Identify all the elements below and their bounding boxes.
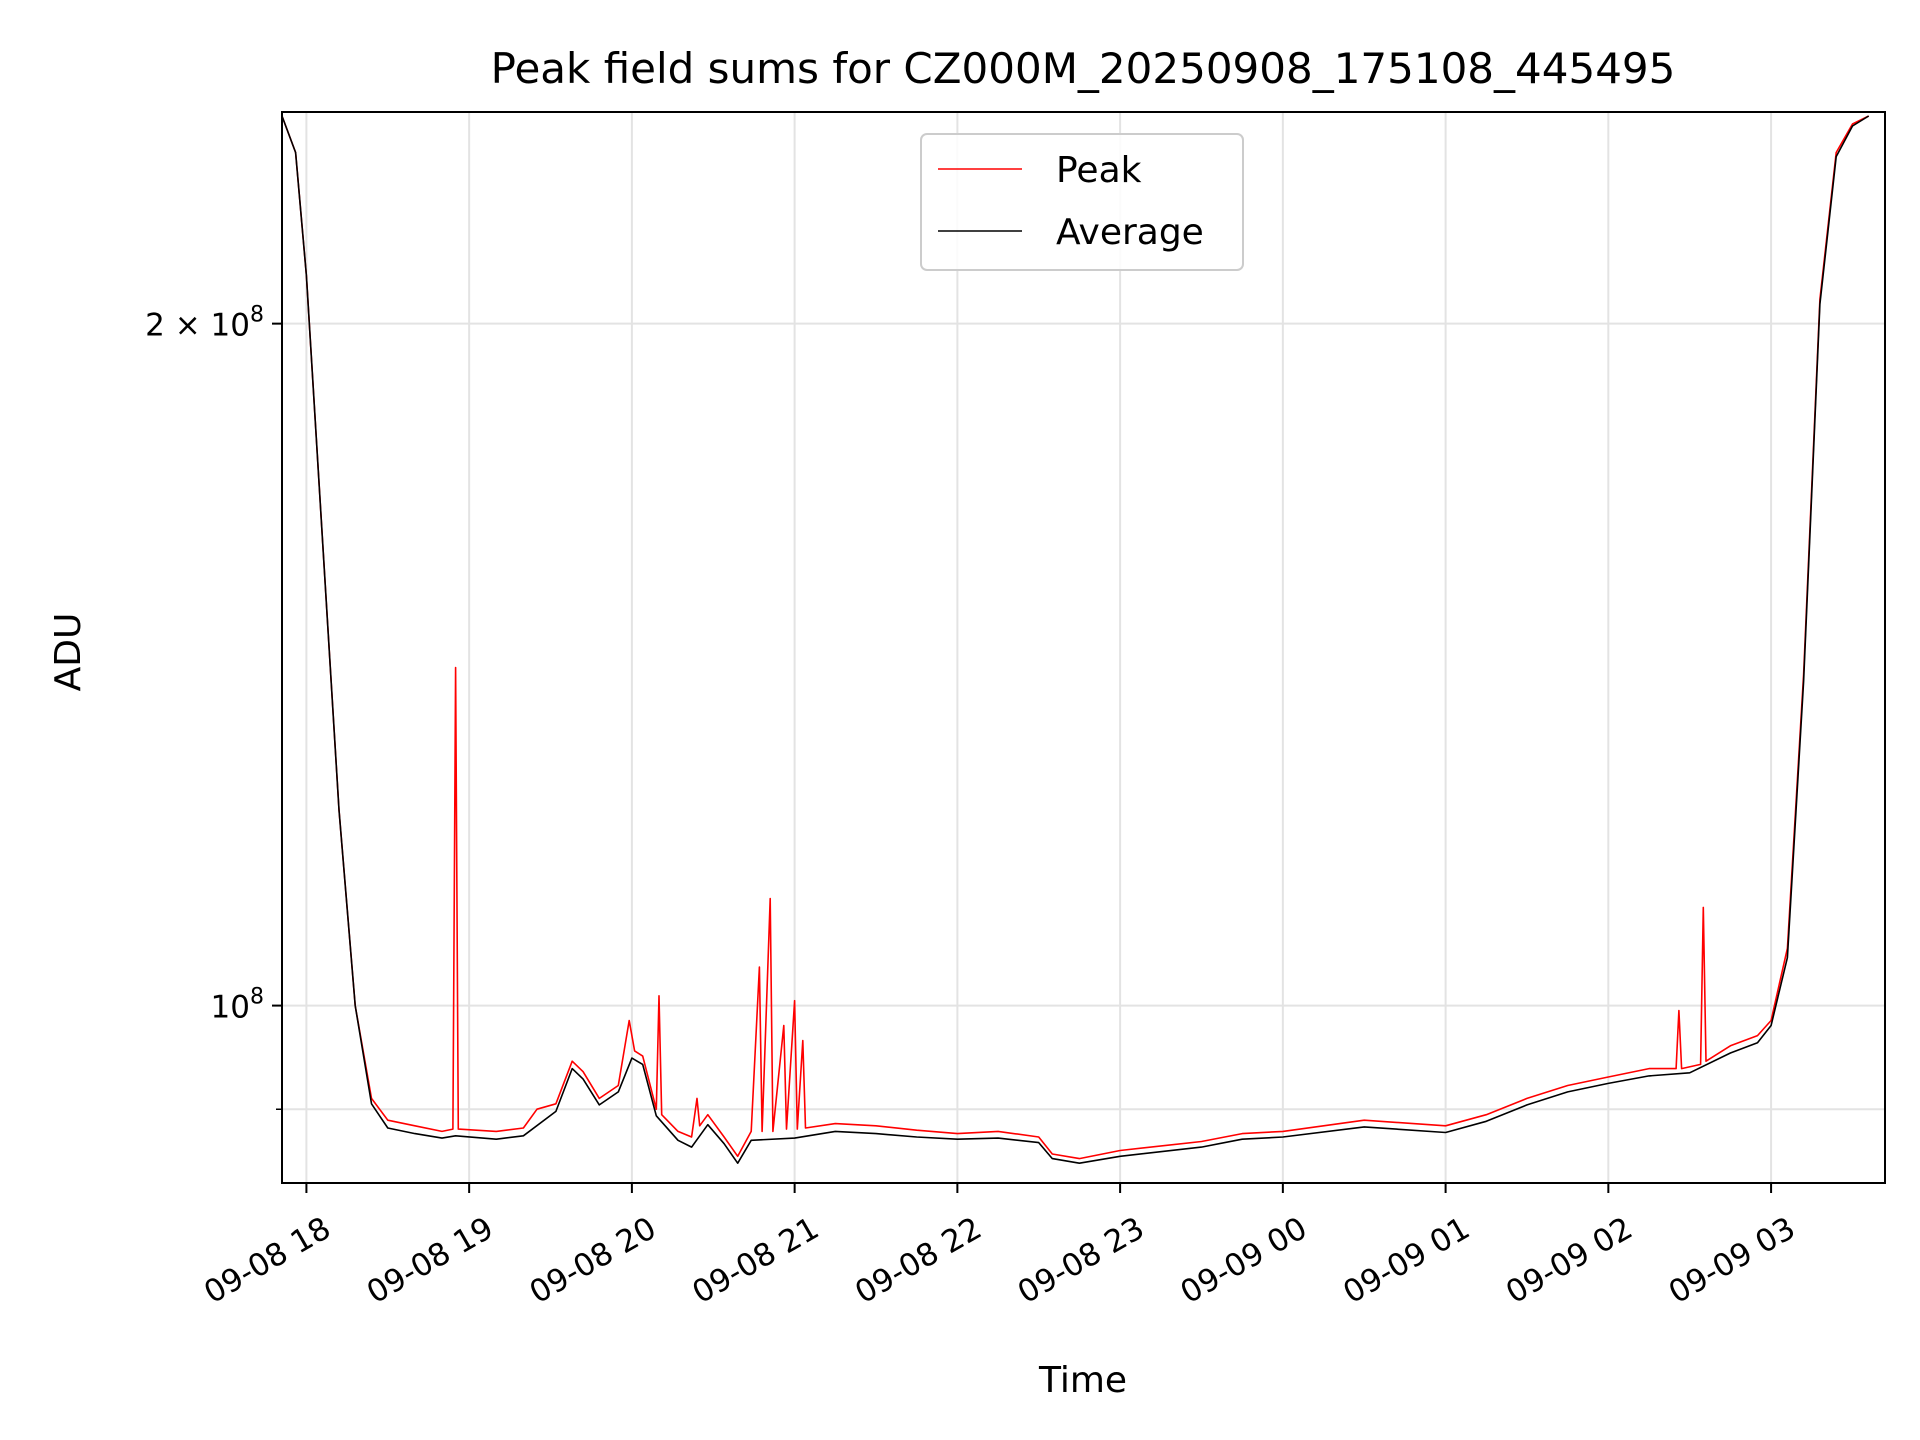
grid: [282, 112, 1885, 1183]
x-axis-label: Time: [1038, 1360, 1127, 1401]
plot-frame: [281, 111, 1886, 1184]
y-tick-label-base: 2 × 10: [145, 308, 250, 344]
y-tick-label-exponent: 8: [250, 303, 264, 328]
legend: Peak Average: [920, 133, 1244, 271]
legend-box: [920, 133, 1244, 271]
series-line-peak: [281, 115, 1870, 1160]
y-tick-label: 108: [211, 985, 264, 1026]
series-line-average: [281, 115, 1870, 1164]
y-axis-label: ADU: [48, 613, 89, 692]
y-tick-label-base: 10: [211, 990, 250, 1026]
y-tick-label-exponent: 8: [250, 985, 264, 1010]
legend-label-peak: Peak: [1056, 150, 1142, 191]
y-tick-label: 2 × 108: [145, 303, 264, 344]
chart-title: Peak field sums for CZ000M_20250908_1751…: [491, 44, 1676, 93]
series-layer: [281, 115, 1870, 1164]
legend-label-average: Average: [1056, 212, 1204, 253]
